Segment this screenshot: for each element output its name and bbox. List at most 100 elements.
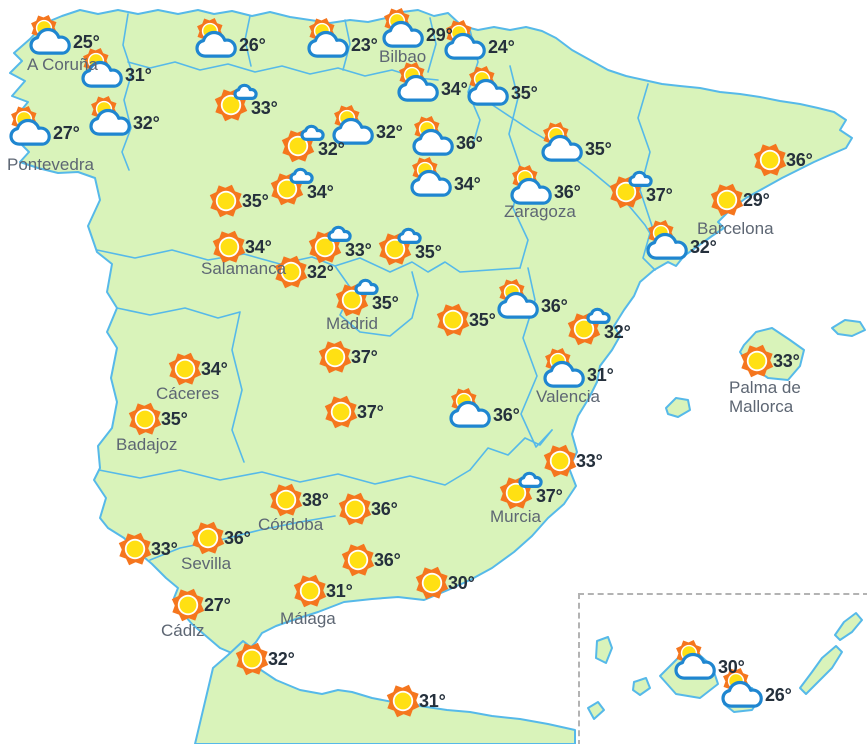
temperature-label: 35° — [372, 293, 399, 313]
sun-icon — [209, 184, 243, 218]
sun-behind-cloud-icon — [410, 157, 452, 197]
menorca-shape — [831, 319, 866, 337]
sun-icon — [543, 444, 577, 478]
sun-behind-cloud-icon — [467, 66, 509, 106]
city-label: Córdoba — [258, 515, 324, 534]
temperature-label: 33° — [576, 451, 603, 471]
temperature-label: 35° — [415, 242, 442, 262]
sun-behind-cloud-icon — [721, 668, 763, 708]
temperature-label: 33° — [151, 539, 178, 559]
temperature-label: 36° — [456, 133, 483, 153]
temperature-label: 33° — [773, 351, 800, 371]
temperature-label: 36° — [371, 499, 398, 519]
temperature-label: 37° — [536, 486, 563, 506]
sun-icon — [338, 492, 372, 526]
city-label: Barcelona — [697, 219, 774, 238]
sun-behind-cloud-icon — [449, 388, 491, 428]
sun-with-small-cloud-icon — [499, 471, 543, 510]
sun-behind-cloud-icon — [89, 96, 131, 136]
sun-behind-cloud-icon — [541, 122, 583, 162]
temperature-label: 31° — [326, 581, 353, 601]
sun-icon — [753, 143, 787, 177]
sun-behind-cloud-icon — [382, 8, 424, 48]
sun-behind-cloud-icon — [29, 15, 71, 55]
sun-icon — [235, 642, 269, 676]
sun-icon — [341, 543, 375, 577]
city-label: Bilbao — [379, 47, 427, 66]
sun-with-small-cloud-icon — [567, 307, 611, 346]
temperature-label: 25° — [73, 32, 100, 52]
sun-behind-cloud-icon — [444, 20, 486, 60]
temperature-label: 35° — [161, 409, 188, 429]
temperature-label: 37° — [646, 185, 673, 205]
sun-icon — [710, 183, 744, 217]
sun-with-small-cloud-icon — [214, 83, 258, 122]
city-label: Málaga — [280, 609, 336, 628]
temperature-label: 36° — [493, 405, 520, 425]
temperature-label: 34° — [441, 79, 468, 99]
sun-icon — [436, 303, 470, 337]
sun-behind-cloud-icon — [307, 18, 349, 58]
temperature-label: 38° — [302, 490, 329, 510]
temperature-label: 36° — [224, 528, 251, 548]
temperature-label: 31° — [419, 691, 446, 711]
sun-icon — [118, 532, 152, 566]
temperature-label: 27° — [53, 123, 80, 143]
temperature-label: 37° — [351, 347, 378, 367]
temperature-label: 33° — [345, 240, 372, 260]
temperature-label: 26° — [239, 35, 266, 55]
sun-icon — [191, 521, 225, 555]
temperature-label: 23° — [351, 35, 378, 55]
temperature-label: 34° — [454, 174, 481, 194]
sun-behind-cloud-icon — [412, 116, 454, 156]
sun-icon — [212, 230, 246, 264]
temperature-label: 34° — [201, 359, 228, 379]
sun-icon — [293, 574, 327, 608]
temperature-label: 32° — [690, 237, 717, 257]
sun-icon — [324, 395, 358, 429]
temperature-label: 32° — [307, 262, 334, 282]
la-gomera-shape — [632, 677, 651, 696]
la-palma-shape — [595, 636, 613, 664]
stations-layer — [9, 8, 787, 718]
temperature-label: 35° — [585, 139, 612, 159]
city-label: Murcia — [490, 507, 542, 526]
temperature-label: 29° — [743, 190, 770, 210]
el-hierro-shape — [587, 701, 605, 720]
temperature-label: 35° — [469, 310, 496, 330]
city-label: Zaragoza — [504, 202, 576, 221]
city-label: Salamanca — [201, 259, 287, 278]
lanzarote-shape — [834, 612, 863, 641]
sun-icon — [318, 340, 352, 374]
temperature-label: 30° — [448, 573, 475, 593]
sun-behind-cloud-icon — [497, 279, 539, 319]
temperature-label: 26° — [765, 685, 792, 705]
temperature-label: 29° — [426, 25, 453, 45]
temperature-label: 31° — [125, 65, 152, 85]
sun-icon — [171, 588, 205, 622]
sun-behind-cloud-icon — [510, 165, 552, 205]
city-label: Badajoz — [116, 435, 178, 454]
sun-behind-cloud-icon — [81, 48, 123, 88]
temperature-label: 32° — [318, 139, 345, 159]
sun-with-small-cloud-icon — [270, 167, 314, 206]
temperature-label: 37° — [357, 402, 384, 422]
city-label: Valencia — [536, 387, 600, 406]
sun-behind-cloud-icon — [674, 640, 716, 680]
city-label: Cáceres — [156, 384, 220, 403]
sun-with-small-cloud-icon — [308, 225, 352, 264]
sun-behind-cloud-icon — [646, 220, 688, 260]
temperature-label: 35° — [242, 191, 269, 211]
ibiza-shape — [665, 397, 691, 418]
sun-with-small-cloud-icon — [281, 124, 325, 163]
temperature-label: 32° — [268, 649, 295, 669]
temperature-label: 33° — [251, 98, 278, 118]
temperature-label: 32° — [376, 122, 403, 142]
temperature-label: 32° — [604, 322, 631, 342]
sun-icon — [128, 402, 162, 436]
city-label: Cádiz — [161, 621, 205, 640]
region-borders-layer — [96, 13, 661, 561]
temperature-label: 30° — [718, 657, 745, 677]
city-label: Sevilla — [181, 554, 232, 573]
